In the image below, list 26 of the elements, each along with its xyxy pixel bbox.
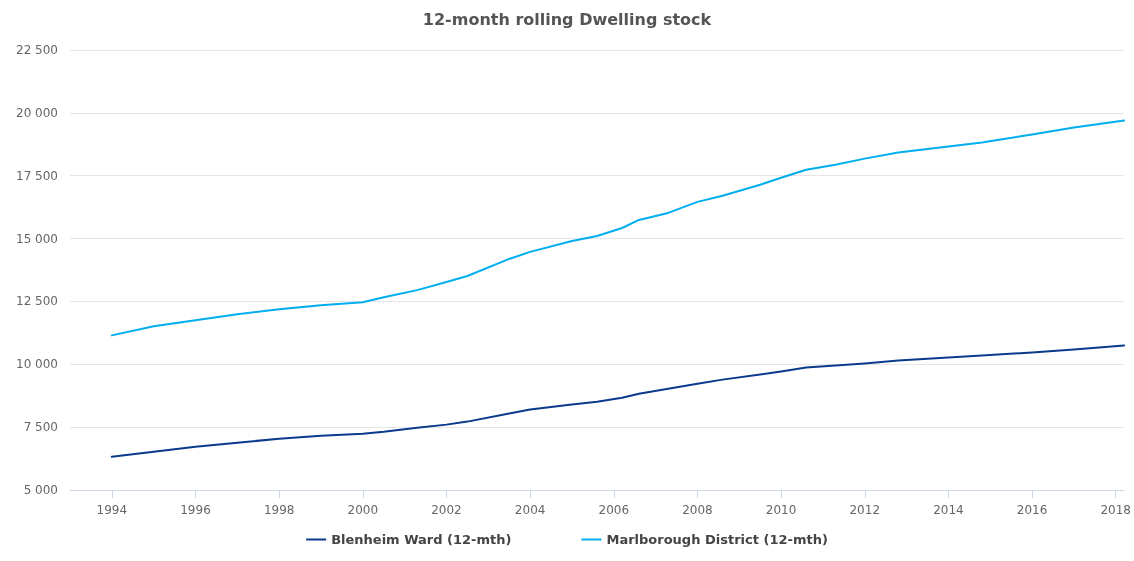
x-tick-label: 2010 [765,503,797,517]
chart-title: 12-month rolling Dwelling stock [422,9,712,29]
x-tick-label: 1998 [263,503,295,517]
x-tick-label: 2008 [682,503,713,517]
line-series [110,344,1126,458]
x-tick-label: 2018 [1100,503,1131,517]
y-tick-label: 10 000 [16,357,58,372]
x-tick-label: 2000 [347,503,379,517]
legend-label: Blenheim Ward (12-mth) [331,532,512,547]
x-tick-label: 2004 [514,503,546,517]
x-tick-label: 2006 [598,503,630,517]
y-tick-label: 12 500 [16,294,58,309]
y-tick-label: 7 500 [23,420,58,435]
legend-label: Marlborough District (12-mth) [606,532,828,547]
y-tick-label: 15 000 [16,231,58,246]
x-tick-label: 2014 [933,503,964,517]
x-tick-label: 1994 [96,503,128,517]
x-tick-label: 2002 [431,503,462,517]
x-tick-label: 2016 [1016,503,1048,517]
y-tick-label: 20 000 [16,105,58,120]
x-tick-label: 2012 [849,503,881,517]
x-tick-label: 1996 [180,503,211,517]
y-tick-label: 22 500 [16,43,58,57]
y-tick-label: 17 500 [16,168,58,183]
y-tick-label: 5 000 [23,483,58,497]
line-series [110,119,1126,337]
